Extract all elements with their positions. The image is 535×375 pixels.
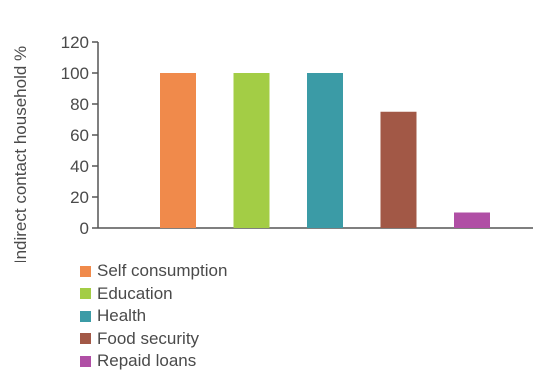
bar-food-security <box>380 111 417 228</box>
legend-swatch <box>80 265 91 277</box>
legend-label: Education <box>97 283 173 303</box>
legend-item: Repaid loans <box>80 350 227 373</box>
y-tick-label: 40 <box>70 157 89 176</box>
legend-label: Health <box>97 306 147 326</box>
legend-label: Food security <box>97 328 200 348</box>
y-tick-label: 80 <box>70 95 89 114</box>
bar-education <box>233 73 270 228</box>
bar-self-consumption <box>160 73 196 228</box>
y-tick-label: 100 <box>61 64 89 83</box>
y-tick-label: 60 <box>70 126 89 145</box>
legend-swatch <box>80 355 91 367</box>
legend-item: Food security <box>80 328 227 351</box>
bar-repaid-loans <box>454 212 490 228</box>
y-tick-label: 20 <box>70 188 89 207</box>
legend-item: Education <box>80 283 227 306</box>
legend-swatch <box>80 310 91 322</box>
legend-swatch <box>80 288 91 300</box>
bar-health <box>307 73 343 228</box>
y-tick-label: 0 <box>80 219 89 238</box>
legend-item: Self consumption <box>80 260 227 283</box>
y-tick-label: 120 <box>61 33 89 52</box>
y-axis-label: Indirect contact household % <box>11 46 30 262</box>
legend: Self consumption Education Health Food secu… <box>80 260 227 373</box>
legend-swatch <box>80 333 91 345</box>
legend-item: Health <box>80 305 227 328</box>
legend-label: Repaid loans <box>97 351 197 371</box>
legend-label: Self consumption <box>97 261 228 281</box>
bar-chart: Indirect contact household % 0 20 40 60 80 10… <box>11 33 533 262</box>
